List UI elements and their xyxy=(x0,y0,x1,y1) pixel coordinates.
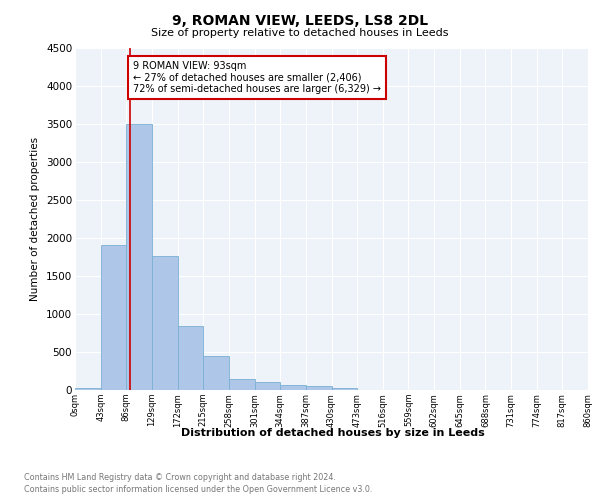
Bar xyxy=(75,388,101,390)
Text: Size of property relative to detached houses in Leeds: Size of property relative to detached ho… xyxy=(151,28,449,38)
Text: 9 ROMAN VIEW: 93sqm
← 27% of detached houses are smaller (2,406)
72% of semi-det: 9 ROMAN VIEW: 93sqm ← 27% of detached ho… xyxy=(133,61,381,94)
Text: Contains public sector information licensed under the Open Government Licence v3: Contains public sector information licen… xyxy=(24,485,373,494)
Y-axis label: Number of detached properties: Number of detached properties xyxy=(31,136,40,301)
Bar xyxy=(101,246,127,390)
Text: Contains HM Land Registry data © Crown copyright and database right 2024.: Contains HM Land Registry data © Crown c… xyxy=(24,472,336,482)
Bar xyxy=(306,386,331,390)
Bar xyxy=(254,382,280,390)
Bar xyxy=(331,388,357,390)
Text: Distribution of detached houses by size in Leeds: Distribution of detached houses by size … xyxy=(181,428,485,438)
Bar xyxy=(280,384,306,390)
Bar xyxy=(178,326,203,390)
Bar xyxy=(203,356,229,390)
Bar xyxy=(229,378,254,390)
Bar xyxy=(152,256,178,390)
Text: 9, ROMAN VIEW, LEEDS, LS8 2DL: 9, ROMAN VIEW, LEEDS, LS8 2DL xyxy=(172,14,428,28)
Bar xyxy=(127,124,152,390)
